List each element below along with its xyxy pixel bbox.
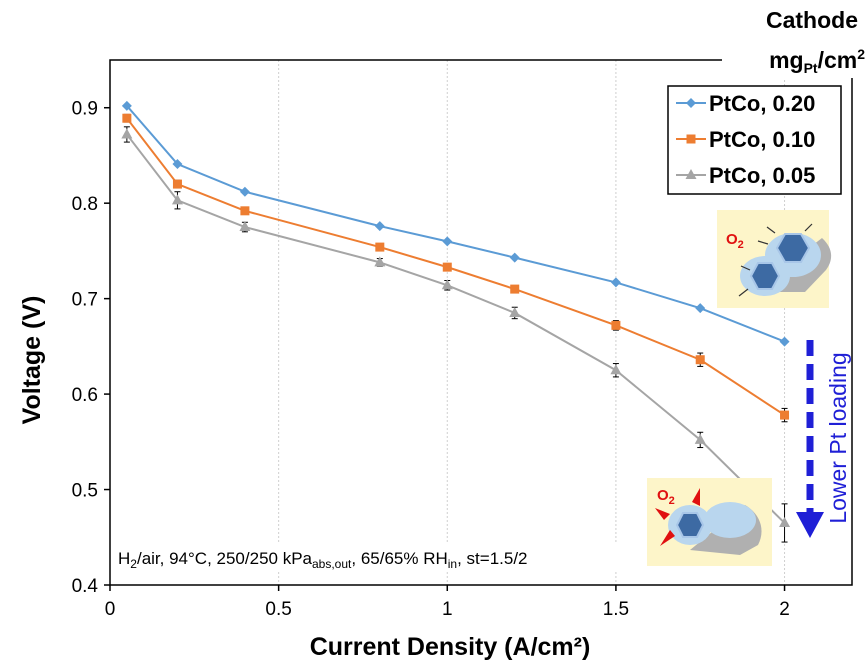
series-square [122, 113, 790, 423]
pt-particle-hex-2 [749, 262, 781, 290]
x-tick-label: 0 [105, 599, 116, 620]
x-tick-label: 0.5 [265, 599, 291, 620]
data-point [239, 221, 251, 232]
series-layer [121, 100, 791, 543]
series-diamond [121, 100, 790, 347]
data-point [172, 159, 183, 170]
legend-marker [685, 169, 697, 179]
red-o2-arrows [655, 488, 700, 546]
y-tick-label: 0.9 [72, 99, 98, 120]
series-triangle [121, 126, 791, 543]
pt-particle-hex-low [675, 512, 705, 538]
x-tick-label: 1.5 [603, 599, 629, 620]
data-point [172, 179, 182, 189]
inset-low-loading: O2 [647, 478, 772, 566]
arrow-head [796, 512, 824, 538]
legend-label: PtCo, 0.10 [709, 127, 815, 152]
data-point [442, 236, 453, 247]
legend-marker [686, 98, 696, 108]
legend-label: PtCo, 0.05 [709, 163, 815, 188]
legend-marker [686, 134, 696, 144]
data-point [611, 320, 621, 330]
data-point [121, 128, 133, 139]
data-point [171, 194, 183, 205]
data-point [442, 262, 452, 272]
x-tick-label: 1 [442, 599, 453, 620]
x-tick-label: 2 [779, 599, 790, 620]
axis-ticks: 0 0.5 1 1.5 2 0.4 0.5 0.6 0.7 0.8 0.9 [72, 99, 790, 620]
data-point [121, 100, 132, 111]
y-axis-title: Voltage (V) [18, 296, 46, 425]
o2-label-low: O2 [657, 487, 675, 507]
data-point [780, 410, 790, 420]
data-point [374, 256, 386, 267]
y-tick-label: 0.8 [72, 194, 98, 215]
legend-title-line2: mgPt/cm2 [769, 46, 865, 76]
data-point [441, 279, 453, 290]
pt-particle-hex [775, 233, 811, 263]
data-point [240, 206, 250, 216]
conditions-text: H2/air, 94°C, 250/250 kPaabs,out, 65/65%… [118, 549, 528, 571]
conditions-bg [116, 542, 636, 572]
legend-item: PtCo, 0.20 [676, 91, 815, 116]
arrow-label: Lower Pt loading [825, 352, 851, 523]
inset-high-loading: O2 [717, 210, 832, 308]
o2-label-high: O2 [726, 231, 744, 251]
legend-item: PtCo, 0.10 [676, 127, 815, 152]
data-point [239, 186, 250, 197]
ionomer-film-low [704, 502, 756, 538]
data-point [610, 277, 621, 288]
data-point [695, 303, 706, 314]
data-point [610, 364, 622, 375]
y-tick-label: 0.5 [72, 481, 98, 502]
y-tick-label: 0.7 [72, 290, 98, 311]
legend-label: PtCo, 0.20 [709, 91, 815, 116]
data-point [375, 242, 385, 252]
legend-title-bg [722, 0, 865, 78]
data-point [509, 252, 520, 263]
y-tick-label: 0.4 [72, 576, 99, 597]
x-axis-title: Current Density (A/cm²) [310, 633, 591, 661]
plot-area [109, 59, 853, 586]
y-tick-label: 0.6 [72, 385, 98, 406]
data-point [695, 355, 705, 365]
legend-title-line1: Cathode [766, 7, 858, 33]
legend: PtCo, 0.20 PtCo, 0.10 PtCo, 0.05 [667, 85, 842, 195]
data-point [509, 306, 521, 317]
data-point [510, 284, 520, 294]
data-point [694, 433, 706, 444]
small-o2-arrows [738, 223, 813, 297]
data-point [374, 221, 385, 232]
data-point [122, 113, 132, 123]
data-point [779, 516, 791, 527]
legend-item: PtCo, 0.05 [676, 163, 815, 188]
lower-loading-arrow: Lower Pt loading [796, 340, 851, 538]
data-point [779, 336, 790, 347]
